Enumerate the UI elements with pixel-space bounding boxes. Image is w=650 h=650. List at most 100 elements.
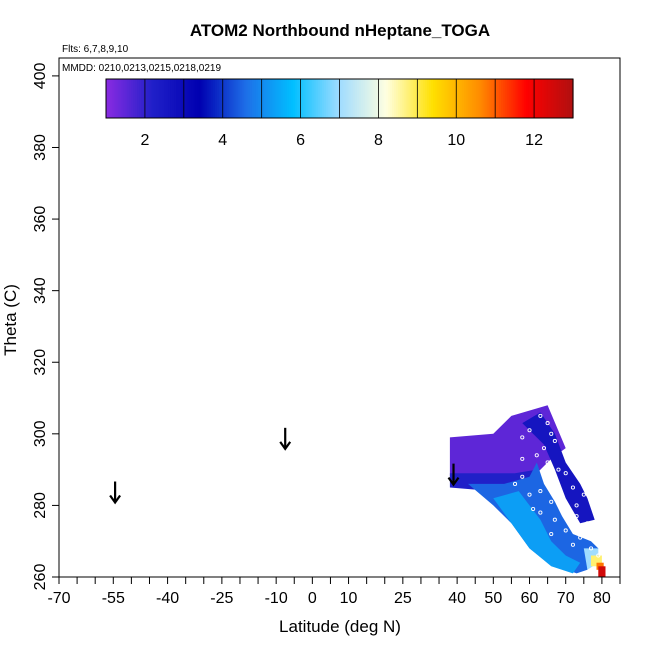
colorbar-segment	[156, 79, 160, 118]
colorbar-segment	[351, 79, 354, 118]
y-tick-label: 320	[32, 349, 49, 376]
colorbar-segment	[358, 79, 362, 118]
colorbar-segment	[160, 79, 164, 118]
colorbar-segment	[425, 79, 428, 118]
y-tick-label: 380	[32, 134, 49, 161]
colorbar-segment	[125, 79, 129, 118]
colorbar-segment	[183, 79, 187, 118]
colorbar-segment	[569, 79, 572, 118]
colorbar-segment	[111, 79, 115, 118]
plot-layer	[109, 405, 606, 577]
colorbar-segment	[170, 79, 173, 118]
colorbar-segment	[189, 79, 193, 118]
colorbar-segment	[312, 79, 315, 118]
colorbar-segment	[279, 79, 282, 118]
colorbar-segment	[146, 79, 150, 118]
colorbar-segment	[444, 79, 448, 118]
colorbar-segment	[438, 79, 442, 118]
colorbar-segment	[524, 79, 527, 118]
colorbar-segment	[495, 79, 498, 118]
colorbar-segment	[148, 79, 152, 118]
colorbar-segment	[514, 79, 518, 118]
colorbar-segment	[135, 79, 138, 118]
colorbar-segment	[290, 79, 294, 118]
field-region	[493, 491, 581, 574]
colorbar-tick-label: 10	[447, 132, 465, 149]
x-tick-label: -10	[265, 590, 288, 607]
colorbar-segment	[150, 79, 154, 118]
x-axis-label: Latitude (deg N)	[279, 617, 401, 636]
colorbar-segment	[349, 79, 352, 118]
colorbar-segment	[255, 79, 259, 118]
colorbar-segment	[429, 79, 432, 118]
colorbar-segment	[448, 79, 452, 118]
observation-point	[541, 446, 547, 451]
colorbar-frame	[105, 78, 574, 119]
colorbar-segment	[388, 79, 391, 118]
observation-point	[549, 531, 554, 537]
observation-point	[570, 542, 575, 547]
colorbar-segment	[547, 79, 551, 118]
observation-point	[527, 492, 532, 497]
colorbar-segment	[209, 79, 212, 118]
colorbar-segment	[553, 79, 557, 118]
colorbar-segment	[508, 79, 512, 118]
colorbar-segment	[458, 79, 461, 118]
observation-point	[534, 453, 539, 458]
colorbar-segment	[277, 79, 280, 118]
field-region	[598, 566, 606, 577]
colorbar-segment	[176, 79, 179, 118]
colorbar-segment	[232, 79, 236, 118]
flights-note: Flts: 6,7,8,9,10	[62, 44, 129, 55]
colorbar-segment	[465, 79, 469, 118]
colorbar-segment	[314, 79, 317, 118]
colorbar-segment	[228, 79, 232, 118]
colorbar-segment	[549, 79, 553, 118]
y-tick-label: 260	[32, 564, 49, 591]
colorbar-segment	[499, 79, 502, 118]
colorbar-segment	[427, 79, 430, 118]
colorbar-segment	[281, 79, 284, 118]
colorbar-segment	[446, 79, 450, 118]
colorbar-segment	[557, 79, 560, 118]
colorbar-segment	[386, 79, 389, 118]
colorbar-segment	[355, 79, 358, 118]
colorbar-segment	[341, 79, 344, 118]
colorbar-segment	[263, 79, 267, 118]
colorbar-segment	[551, 79, 555, 118]
colorbar-segment	[205, 79, 208, 118]
colorbar-segment	[216, 79, 220, 118]
x-tick-label: 60	[521, 590, 539, 607]
colorbar-segment	[113, 79, 117, 118]
colorbar-segment	[545, 79, 549, 118]
colorbar-segment	[489, 79, 492, 118]
colorbar-segment	[327, 79, 331, 118]
colorbar-segment	[390, 79, 393, 118]
x-tick-label: -55	[102, 590, 125, 607]
colorbar-segment	[541, 79, 545, 118]
colorbar-segment	[485, 79, 488, 118]
colorbar-tick-label: 4	[218, 132, 227, 149]
colorbar-segment	[384, 79, 387, 118]
colorbar-segment	[316, 79, 319, 118]
colorbar-segment	[335, 79, 339, 118]
colorbar-segment	[477, 79, 481, 118]
colorbar-segment	[504, 79, 508, 118]
colorbar-segment	[187, 79, 191, 118]
y-tick-label: 400	[32, 62, 49, 89]
colorbar-segment	[185, 79, 189, 118]
colorbar-segment	[249, 79, 253, 118]
colorbar-segment	[222, 79, 226, 118]
flight-arrow-head	[447, 476, 460, 487]
colorbar-segment	[306, 79, 309, 118]
observation-point	[545, 460, 550, 465]
colorbar-segment	[419, 79, 422, 118]
colorbar-segment	[226, 79, 230, 118]
observation-point	[549, 478, 554, 483]
colorbar-segment	[563, 79, 566, 118]
observation-point	[520, 435, 525, 440]
colorbar-segment	[318, 79, 321, 118]
colorbar-segment	[403, 79, 407, 118]
colorbar-segment	[248, 79, 251, 118]
colorbar-segment	[464, 79, 467, 118]
